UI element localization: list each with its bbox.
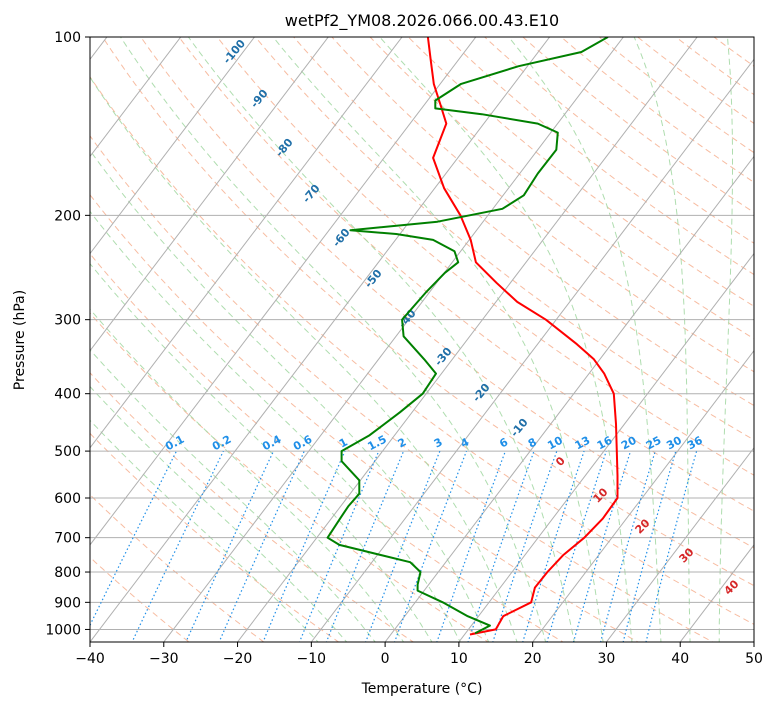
dry-adiabat-line xyxy=(90,432,340,642)
moist-adiabat-line xyxy=(272,37,604,642)
y-tick-label: 300 xyxy=(54,313,81,329)
y-tick-label: 800 xyxy=(54,565,81,581)
mixing-ratio-line xyxy=(298,450,380,642)
moist-adiabat-line xyxy=(718,37,733,642)
x-tick-label: 0 xyxy=(381,651,390,667)
isotherm-line xyxy=(679,544,754,642)
moist-adiabat-line xyxy=(120,37,547,642)
y-tick-label: 400 xyxy=(54,387,81,403)
y-axis-label: Pressure (hPa) xyxy=(12,290,28,390)
isotherm-line xyxy=(605,446,754,642)
isotherm-line xyxy=(236,37,698,642)
y-axis-ticks: 100 200 300 400 500 600 700 800 900 1000 xyxy=(45,30,90,638)
y-tick-label: 700 xyxy=(54,531,81,547)
dewpoint-profile-line xyxy=(326,37,609,635)
isotherm-line xyxy=(310,58,754,642)
moist-adiabat-line xyxy=(90,419,319,642)
x-tick-label: 40 xyxy=(671,651,689,667)
mixing-ratio-line xyxy=(572,450,632,642)
isotherm-line xyxy=(90,37,329,352)
mixing-ratio-label: 16 xyxy=(595,434,615,453)
dry-adiabat-line xyxy=(90,75,754,625)
dry-adiabat-line xyxy=(90,312,490,642)
dry-adiabat-line xyxy=(90,372,415,642)
y-tick-label: 900 xyxy=(54,595,81,611)
y-tick-label: 600 xyxy=(54,491,81,507)
plot-frame xyxy=(89,36,755,643)
moist-adiabat-line xyxy=(90,385,348,642)
profile-series xyxy=(326,37,619,636)
isotherm-line xyxy=(90,37,551,642)
background-lines xyxy=(90,10,775,654)
dry-adiabat-line xyxy=(216,37,754,476)
dry-adiabat-line xyxy=(407,37,754,307)
isotherm-line xyxy=(163,37,625,642)
x-axis-label: Temperature (°C) xyxy=(361,681,483,697)
y-tick-label: 100 xyxy=(54,30,81,46)
isotherm-line xyxy=(90,37,256,255)
dry-adiabat-line xyxy=(753,10,775,654)
x-tick-label: 20 xyxy=(524,651,542,667)
mixing-ratio-line xyxy=(262,450,346,642)
mixing-ratio-line xyxy=(622,450,677,642)
x-tick-label: 30 xyxy=(598,651,616,667)
mixing-ratio-line xyxy=(131,450,224,642)
moist-adiabat-line xyxy=(379,37,633,642)
temperature-profile-line xyxy=(426,37,619,636)
mixing-ratio-line xyxy=(436,450,506,642)
moist-adiabat-line xyxy=(633,37,691,642)
moist-adiabat-line xyxy=(90,210,461,642)
x-tick-label: −30 xyxy=(149,651,179,667)
mixing-ratio-label: 25 xyxy=(644,434,664,453)
dry-adiabat-line xyxy=(90,135,714,642)
isotherm-line xyxy=(384,155,754,642)
x-axis-ticks: −40 −30 −20 −10 0 10 20 30 40 50 xyxy=(75,642,763,667)
mixing-ratio-label: 36 xyxy=(685,434,705,453)
chart-title: wetPf2_YM08.2026.066.00.43.E10 xyxy=(285,11,559,31)
x-tick-label: −10 xyxy=(297,651,327,667)
mixing-ratio-line xyxy=(645,450,698,642)
x-tick-label: 10 xyxy=(450,651,468,667)
isotherm-line xyxy=(90,37,477,546)
y-tick-label: 200 xyxy=(54,208,81,224)
plot-background xyxy=(90,37,754,642)
moist-adiabat-line xyxy=(90,262,433,642)
mixing-ratio-label: 13 xyxy=(573,434,593,453)
dry-adiabat-line xyxy=(102,37,754,587)
moist-adiabat-line xyxy=(187,37,575,642)
dry-adiabat-line xyxy=(369,37,754,340)
x-tick-label: −20 xyxy=(223,651,253,667)
dry-adiabat-line xyxy=(90,494,265,642)
mixing-ratio-label: 30 xyxy=(664,434,684,453)
mixing-ratio-label: 10 xyxy=(545,434,565,453)
mixing-ratio-line xyxy=(467,450,535,642)
mixing-ratio-label: 20 xyxy=(619,434,639,453)
moist-adiabat-line xyxy=(90,76,518,642)
dry-adiabat-line xyxy=(254,37,754,441)
mixing-ratio-line xyxy=(218,450,305,642)
isotherm-line xyxy=(90,37,403,449)
x-tick-label: 50 xyxy=(745,651,763,667)
mixing-ratio-line xyxy=(599,450,656,642)
dry-adiabat-line xyxy=(90,194,639,642)
y-tick-label: 1000 xyxy=(45,622,81,638)
x-tick-label: −40 xyxy=(75,651,105,667)
moist-adiabat-line xyxy=(90,149,490,642)
isotherm-line xyxy=(532,349,754,642)
mixing-ratio-line xyxy=(325,450,405,642)
isotherm-line xyxy=(458,252,754,642)
y-tick-label: 500 xyxy=(54,444,81,460)
mixing-ratio-line xyxy=(492,450,558,642)
moist-adiabat-line xyxy=(508,37,662,642)
isotherm-line xyxy=(90,37,182,158)
